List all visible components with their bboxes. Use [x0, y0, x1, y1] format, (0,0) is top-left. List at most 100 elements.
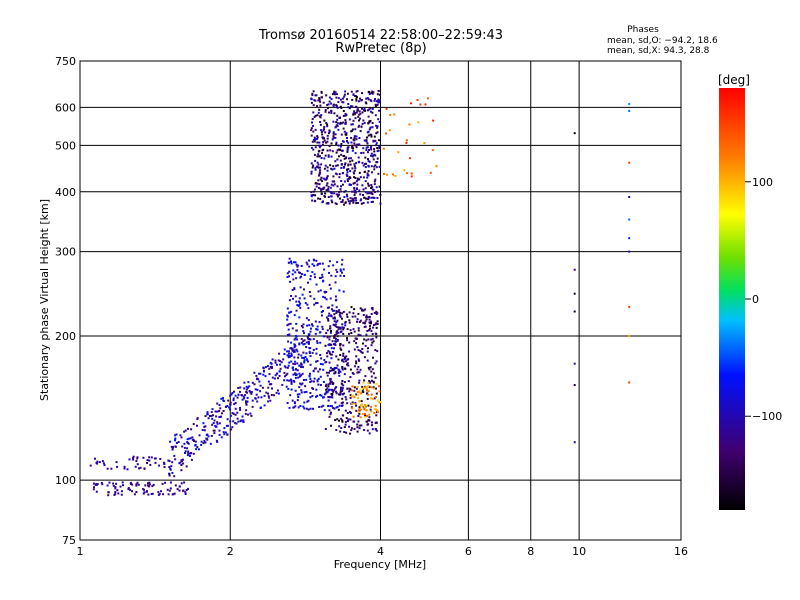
- data-point: [365, 139, 368, 142]
- data-point: [361, 184, 364, 187]
- data-point: [134, 465, 137, 468]
- data-point: [327, 383, 330, 386]
- data-point: [342, 110, 345, 112]
- data-point: [369, 327, 371, 330]
- data-point: [296, 393, 299, 396]
- data-point: [343, 180, 346, 183]
- data-point: [241, 394, 244, 397]
- data-point: [358, 160, 361, 163]
- data-point: [314, 194, 317, 197]
- data-point: [311, 271, 314, 274]
- data-point: [337, 144, 340, 147]
- data-point: [119, 485, 122, 488]
- data-point: [303, 391, 306, 394]
- data-point: [324, 154, 327, 157]
- data-point: [370, 370, 373, 373]
- data-point: [374, 427, 377, 430]
- data-point: [315, 388, 318, 391]
- data-point: [129, 488, 131, 491]
- data-point: [341, 388, 344, 391]
- data-point: [344, 420, 347, 423]
- data-point: [288, 275, 290, 278]
- data-point: [301, 356, 304, 359]
- data-point: [375, 100, 378, 103]
- data-point: [346, 149, 349, 152]
- data-point: [367, 98, 370, 101]
- data-point: [173, 492, 176, 495]
- y-tick-label: 600: [55, 101, 76, 114]
- data-point: [309, 407, 312, 410]
- data-point: [336, 158, 339, 161]
- data-point: [359, 307, 362, 310]
- data-point: [351, 128, 354, 131]
- data-point: [364, 166, 367, 169]
- chart-subtitle: RwPretec (8p): [335, 41, 426, 56]
- phases-x-stat: mean, sd,X: 94.3, 28.8: [607, 46, 710, 56]
- data-point: [323, 335, 326, 338]
- data-point: [362, 176, 365, 179]
- data-point: [330, 102, 333, 105]
- data-point: [366, 414, 368, 417]
- data-point: [98, 461, 101, 464]
- data-point: [183, 446, 186, 449]
- data-point: [332, 407, 335, 409]
- data-point: [355, 338, 358, 340]
- data-point: [291, 399, 294, 402]
- data-point: [344, 409, 347, 412]
- data-point: [376, 125, 379, 128]
- data-point: [332, 175, 335, 178]
- data-point: [288, 257, 291, 260]
- data-point: [222, 431, 225, 434]
- data-point: [167, 493, 170, 496]
- data-point: [357, 312, 360, 315]
- data-point: [314, 332, 317, 335]
- data-point: [351, 123, 354, 126]
- data-point: [341, 420, 344, 423]
- data-point: [353, 172, 355, 175]
- data-point: [353, 181, 356, 184]
- data-point: [318, 144, 321, 147]
- data-point: [342, 332, 345, 335]
- data-point: [362, 119, 365, 122]
- data-point: [239, 408, 242, 411]
- data-point: [356, 386, 359, 389]
- data-point: [182, 458, 184, 461]
- data-point: [343, 154, 346, 157]
- data-point: [329, 369, 332, 372]
- data-point: [346, 168, 348, 171]
- data-point: [328, 388, 331, 391]
- data-point: [357, 327, 360, 330]
- data-point: [321, 133, 324, 136]
- data-point: [360, 400, 363, 403]
- data-point: [187, 487, 189, 490]
- data-point: [192, 438, 195, 441]
- data-point: [353, 365, 356, 368]
- data-point: [318, 115, 321, 118]
- data-point: [319, 123, 322, 126]
- data-point: [310, 380, 313, 383]
- data-point: [350, 427, 353, 430]
- data-point: [367, 382, 370, 385]
- data-point: [341, 401, 344, 404]
- data-point: [367, 160, 370, 163]
- data-point: [350, 123, 353, 126]
- data-point: [204, 441, 207, 444]
- data-point: [345, 398, 348, 401]
- data-point: [376, 350, 379, 353]
- data-point: [328, 145, 331, 147]
- data-point: [330, 110, 333, 113]
- data-point: [176, 488, 179, 491]
- data-point: [292, 406, 295, 409]
- data-point: [310, 170, 313, 173]
- data-point: [314, 94, 317, 97]
- data-point: [316, 264, 319, 267]
- y-tick-label: 100: [55, 474, 76, 487]
- data-point: [378, 120, 381, 123]
- data-point: [148, 459, 151, 462]
- data-point: [359, 404, 362, 407]
- data-point: [306, 400, 309, 403]
- data-point: [349, 157, 352, 160]
- data-point: [290, 382, 293, 385]
- data-point: [375, 124, 378, 127]
- data-point: [196, 417, 199, 420]
